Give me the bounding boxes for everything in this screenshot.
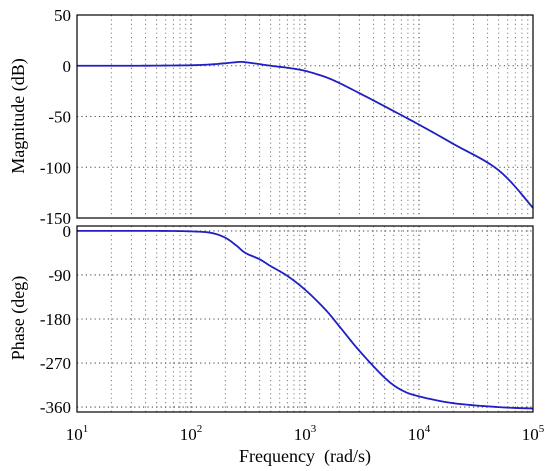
magnitude-y-axis-label: Magnitude (dB) <box>8 58 29 173</box>
magnitude-y-tick-label: -50 <box>48 108 71 127</box>
phase-frame <box>76 225 534 413</box>
phase-y-tick-label: -180 <box>40 310 71 329</box>
phase-y-axis-label: Phase (deg) <box>8 276 29 360</box>
phase-y-tick-label: -360 <box>40 398 71 417</box>
x-tick-label: 105 <box>522 423 545 444</box>
magnitude-panel: 50 0 -50 -100 -150 Magnitude (dB) <box>8 6 534 228</box>
magnitude-y-tick-label: 0 <box>63 57 72 76</box>
phase-x-ticks: 101 102 103 104 105 <box>66 423 545 444</box>
x-axis-label: Frequency (rad/s) <box>239 446 371 467</box>
magnitude-y-tick-label: -150 <box>40 209 71 228</box>
x-tick-label: 104 <box>408 423 431 444</box>
magnitude-grid <box>77 15 533 218</box>
phase-y-tick-label: -270 <box>40 354 71 373</box>
magnitude-y-ticks: 50 0 -50 -100 -150 <box>40 6 71 228</box>
phase-y-tick-label: 0 <box>63 222 72 241</box>
magnitude-y-tick-label: 50 <box>54 6 71 25</box>
phase-panel: 0-90-180-270-360 Phase (deg) 101 102 103 10… <box>8 222 545 467</box>
magnitude-curve <box>77 60 534 209</box>
magnitude-frame <box>76 14 534 219</box>
phase-y-ticks: 0 -90 -180 -270 -360 <box>40 222 71 417</box>
x-tick-label: 102 <box>180 423 203 444</box>
phase-y-tick-label: -90 <box>48 266 71 285</box>
x-tick-label: 101 <box>66 423 89 444</box>
x-tick-label: 103 <box>294 423 317 444</box>
phase-curve <box>77 229 534 410</box>
magnitude-y-tick-label: -100 <box>40 158 71 177</box>
phase-grid <box>77 226 533 412</box>
